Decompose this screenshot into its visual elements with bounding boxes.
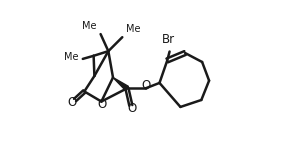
Text: Me: Me bbox=[82, 21, 97, 31]
Text: Br: Br bbox=[162, 33, 175, 46]
Text: Me: Me bbox=[65, 52, 79, 62]
Text: Me: Me bbox=[126, 24, 141, 34]
Text: O: O bbox=[127, 102, 136, 115]
Text: O: O bbox=[98, 98, 107, 111]
Text: O: O bbox=[67, 96, 76, 109]
Text: O: O bbox=[142, 79, 151, 92]
Polygon shape bbox=[113, 78, 128, 90]
